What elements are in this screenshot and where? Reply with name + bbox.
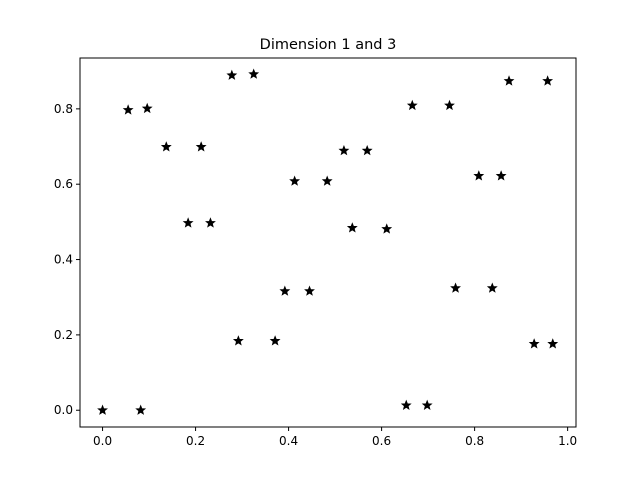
data-point-24 bbox=[450, 282, 461, 293]
y-tick-label-1: 0.2 bbox=[54, 328, 73, 342]
points-layer bbox=[97, 68, 559, 415]
data-point-3 bbox=[141, 102, 153, 114]
data-point-12 bbox=[279, 285, 291, 296]
data-point-10 bbox=[232, 335, 244, 346]
data-point-25 bbox=[486, 282, 498, 293]
data-point-28 bbox=[503, 75, 515, 86]
data-point-4 bbox=[160, 141, 172, 152]
data-point-19 bbox=[381, 223, 393, 234]
data-point-31 bbox=[547, 338, 559, 349]
y-tick-label-4: 0.8 bbox=[54, 102, 73, 116]
plot-frame bbox=[79, 57, 577, 428]
y-tick-label-2: 0.4 bbox=[54, 253, 73, 267]
x-tick-label-0: 0.0 bbox=[93, 434, 112, 448]
data-point-15 bbox=[321, 175, 333, 186]
y-axis-ticks: 0.0 0.2 0.4 0.6 0.8 bbox=[54, 102, 80, 417]
data-point-30 bbox=[528, 338, 540, 349]
data-point-21 bbox=[421, 399, 433, 410]
data-point-2 bbox=[122, 104, 134, 115]
data-point-8 bbox=[226, 69, 238, 80]
data-point-9 bbox=[248, 68, 260, 79]
data-point-1 bbox=[135, 404, 147, 415]
data-point-18 bbox=[346, 222, 358, 233]
data-point-29 bbox=[542, 75, 554, 86]
data-point-5 bbox=[195, 141, 207, 152]
data-point-26 bbox=[473, 170, 485, 181]
data-point-13 bbox=[304, 285, 315, 296]
x-tick-label-5: 1.0 bbox=[558, 434, 577, 448]
data-point-22 bbox=[406, 99, 418, 111]
x-tick-label-1: 0.2 bbox=[186, 434, 205, 448]
x-tick-label-2: 0.4 bbox=[279, 434, 298, 448]
x-tick-label-4: 0.8 bbox=[465, 434, 484, 448]
data-point-7 bbox=[205, 217, 216, 228]
x-tick-label-3: 0.6 bbox=[372, 434, 391, 448]
data-point-23 bbox=[444, 99, 455, 111]
y-tick-label-0: 0.0 bbox=[54, 403, 73, 417]
x-axis-ticks: 0.0 0.2 0.4 0.6 0.8 1.0 bbox=[93, 427, 577, 448]
data-point-6 bbox=[182, 217, 194, 228]
data-point-20 bbox=[400, 399, 412, 410]
data-point-16 bbox=[338, 144, 350, 156]
y-tick-label-3: 0.6 bbox=[54, 177, 73, 191]
data-point-11 bbox=[269, 335, 281, 346]
chart-title: Dimension 1 and 3 bbox=[260, 37, 397, 53]
data-point-14 bbox=[289, 175, 301, 186]
data-point-0 bbox=[97, 404, 108, 415]
data-point-27 bbox=[495, 170, 507, 181]
data-point-17 bbox=[361, 144, 373, 156]
